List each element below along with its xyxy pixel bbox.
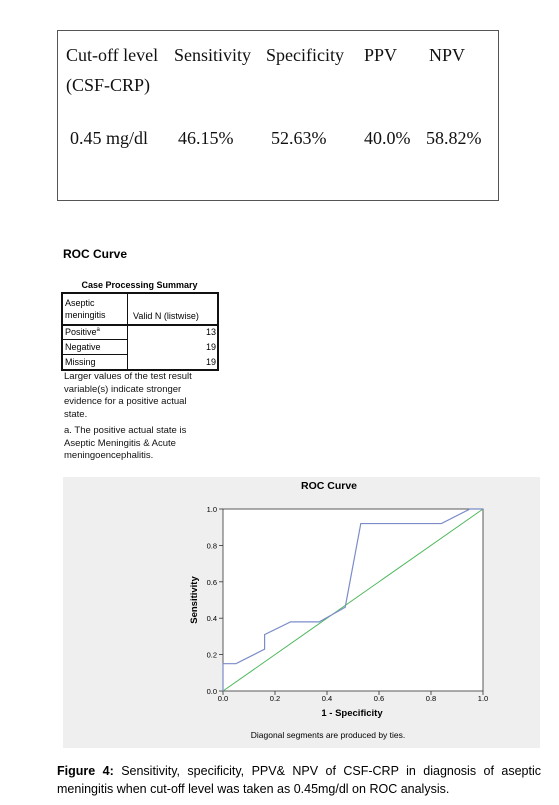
summary-header: Aseptic meningitis — [65, 298, 106, 320]
section-title: ROC Curve — [63, 247, 128, 261]
note: Larger values of the test result variabl… — [64, 371, 192, 420]
divider — [63, 324, 217, 326]
chart-title: ROC Curve — [301, 480, 357, 492]
summary-value: 19 — [205, 342, 216, 352]
row-label: Positive — [65, 327, 97, 337]
x-tick-label: 0.0 — [218, 694, 228, 703]
divider — [127, 294, 128, 369]
table-header: NPV — [429, 45, 466, 65]
table-cell: 46.15% — [178, 128, 234, 148]
x-tick-label: 0.2 — [270, 694, 280, 703]
y-axis-label: Sensitivity — [189, 576, 200, 624]
summary-row-label: Negative — [65, 342, 101, 352]
x-tick-label: 0.6 — [374, 694, 384, 703]
table-cell: 58.82% — [426, 128, 482, 148]
results-table — [57, 30, 499, 201]
y-tick-label: 0.8 — [207, 541, 217, 550]
roc-curve — [222, 508, 483, 691]
summary-header: Valid N (listwise) — [133, 311, 199, 321]
y-tick-label: 0.0 — [207, 687, 217, 696]
note: a. The positive actual state is Aseptic … — [64, 425, 187, 461]
table-cell: 0.45 mg/dl — [70, 128, 149, 148]
y-tick-label: 0.4 — [207, 614, 217, 623]
summary-title: Case Processing Summary — [81, 280, 198, 290]
caption-text: Sensitivity, specificity, PPV& NPV of CS… — [57, 764, 541, 796]
table-header: Sensitivity — [174, 45, 252, 65]
divider — [63, 354, 127, 355]
table-header: PPV — [364, 45, 398, 65]
footnote-marker: a — [96, 327, 100, 333]
table-cell: 40.0% — [364, 128, 411, 148]
caption-label: Figure 4: — [57, 764, 114, 778]
table-header: Cut-off level (CSF-CRP) — [66, 45, 159, 95]
chart-note: Diagonal segments are produced by ties. — [251, 730, 406, 740]
divider — [63, 339, 127, 340]
x-axis-label: 1 - Specificity — [321, 708, 383, 719]
y-tick-label: 1.0 — [207, 505, 217, 514]
table-header: Specificity — [266, 45, 344, 65]
figure-caption: Figure 4: Sensitivity, specificity, PPV&… — [57, 762, 541, 798]
y-tick-label: 0.2 — [207, 651, 217, 660]
summary-table: Aseptic meningitis Valid N (listwise) Po… — [61, 292, 219, 371]
x-tick-label: 0.4 — [322, 694, 332, 703]
x-tick-label: 1.0 — [478, 694, 488, 703]
y-tick-label: 0.6 — [207, 578, 217, 587]
summary-row-label: Missing — [65, 357, 96, 367]
x-tick-label: 0.8 — [426, 694, 436, 703]
summary-value: 19 — [205, 357, 216, 367]
summary-row-label: Positivea — [63, 327, 100, 337]
summary-value: 13 — [205, 327, 216, 337]
reference-line — [222, 508, 484, 692]
table-cell: 52.63% — [271, 128, 327, 148]
